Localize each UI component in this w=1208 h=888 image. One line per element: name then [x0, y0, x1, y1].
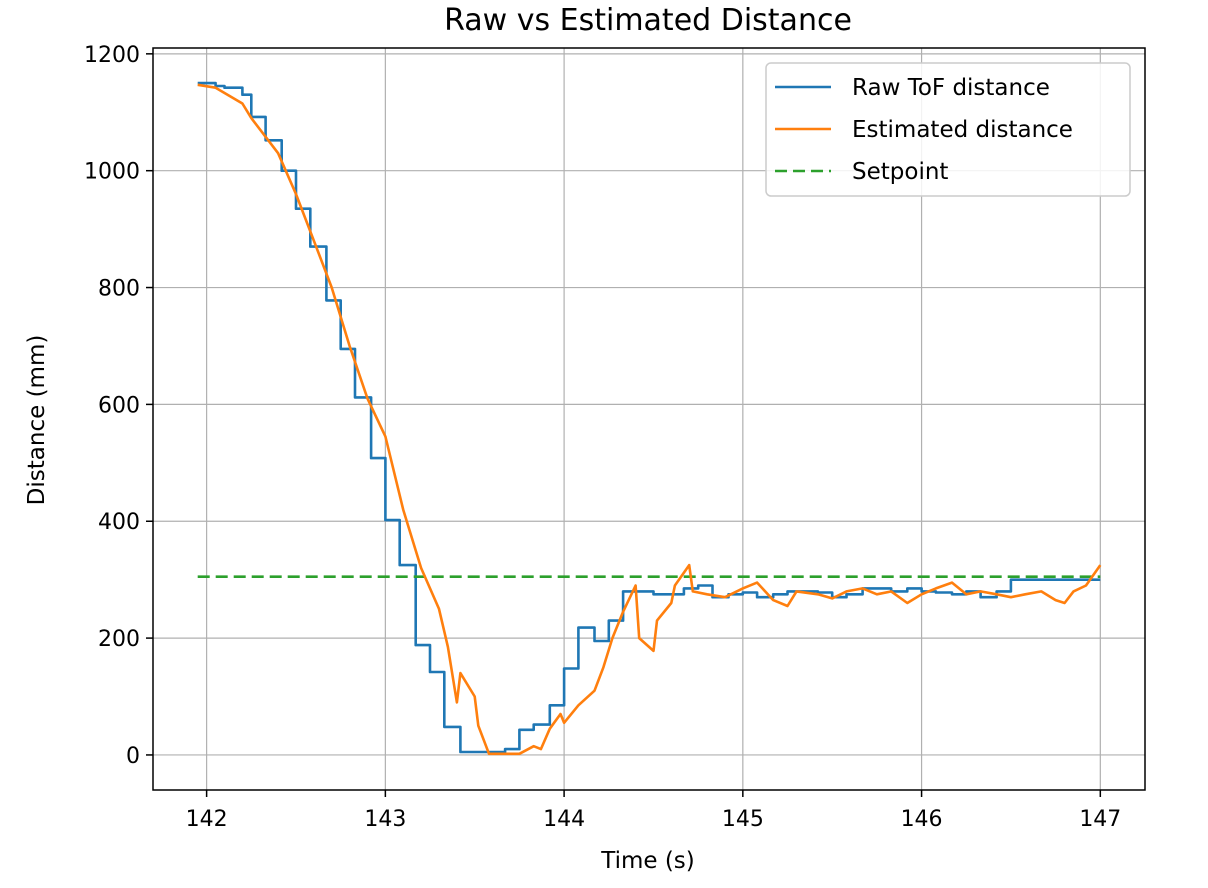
- series-line-estimated-distance: [197, 83, 1102, 756]
- x-tick-label: 144: [543, 807, 585, 832]
- legend-label-raw-tof-distance: Raw ToF distance: [852, 75, 1050, 101]
- legend: Raw ToF distance Estimated distance Setpoi…: [765, 62, 1131, 197]
- ticks: 142 143 144 145 146 147 0 200 400 600 800 1000 1200: [84, 43, 1121, 832]
- y-tick-label: 600: [98, 393, 140, 418]
- legend-label-setpoint: Setpoint: [852, 159, 948, 185]
- y-tick-label: 200: [98, 627, 140, 652]
- series-layer: [197, 81, 1102, 756]
- x-tick-label: 147: [1079, 807, 1121, 832]
- x-axis-label: Time (s): [600, 848, 695, 874]
- x-tick-label: 145: [722, 807, 764, 832]
- chart-title: Raw vs Estimated Distance: [444, 3, 852, 38]
- grid: [153, 48, 1145, 790]
- legend-label-estimated-distance: Estimated distance: [852, 117, 1073, 143]
- legend-box: [765, 62, 1131, 197]
- x-tick-label: 146: [901, 807, 943, 832]
- x-tick-label: 143: [364, 807, 406, 832]
- y-tick-label: 1000: [84, 160, 140, 185]
- x-tick-label: 142: [186, 807, 228, 832]
- plot-frame: [152, 47, 1146, 791]
- y-tick-label: 400: [98, 510, 140, 535]
- y-axis-label: Distance (mm): [24, 335, 50, 506]
- y-tick-label: 0: [126, 744, 140, 769]
- y-tick-label: 1200: [84, 43, 140, 68]
- series-line-raw-tof-distance: [197, 81, 1101, 754]
- y-tick-label: 800: [98, 277, 140, 302]
